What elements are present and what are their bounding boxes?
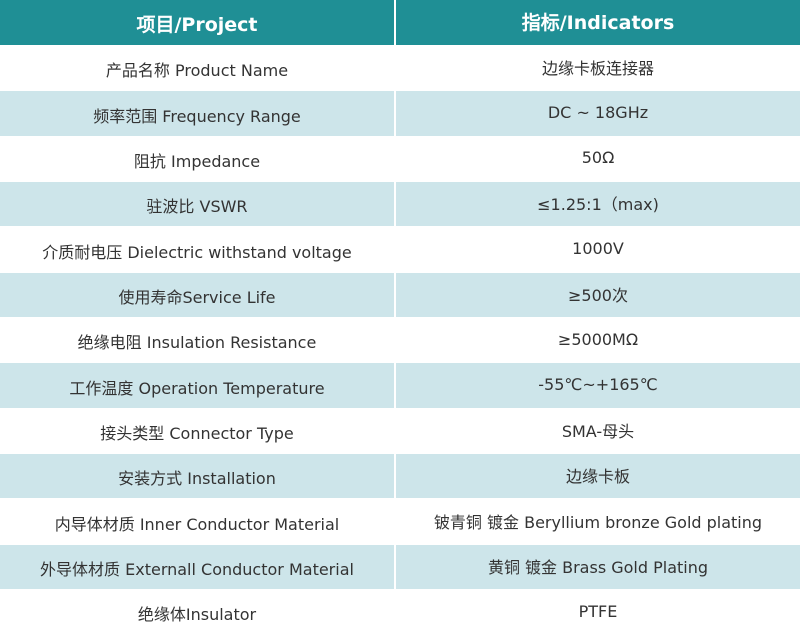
table-row: 驻波比 VSWR ≤1.25:1（max) [0, 181, 800, 227]
indicator-cell: 边缘卡板 [565, 467, 630, 487]
header-indicators: 指标/Indicators [521, 12, 675, 34]
indicator-cell: PTFE [578, 601, 618, 621]
table-row: 外导体材质 Externall Conductor Material 黄铜 镀金… [0, 543, 800, 590]
project-cell: 驻波比 VSWR [0, 182, 396, 227]
table-row: 产品名称 Product Name 边缘卡板连接器 [0, 45, 800, 91]
project-cell: 阻抗 Impedance [0, 136, 396, 182]
table-row: 绝缘电阻 Insulation Resistance ≥5000MΩ [0, 317, 800, 363]
header-project: 项目/Project [0, 0, 396, 45]
indicator-cell: 边缘卡板连接器 [541, 59, 654, 79]
project-cell: 工作温度 Operation Temperature [0, 363, 396, 408]
project-cell: 介质耐电压 Dielectric withstand voltage [0, 227, 396, 272]
table-row: 使用寿命Service Life ≥500次 [0, 271, 800, 318]
project-cell: 外导体材质 Externall Conductor Material [0, 544, 396, 590]
project-cell: 接头类型 Connector Type [0, 408, 396, 454]
indicator-cell: 铍青铜 镀金 Beryllium bronze Gold plating [433, 512, 763, 532]
indicator-cell: ≤1.25:1（max) [537, 195, 659, 215]
table-row: 介质耐电压 Dielectric withstand voltage 1000V [0, 226, 800, 272]
project-cell: 使用寿命Service Life [0, 272, 396, 318]
project-cell: 安装方式 Installation [0, 454, 396, 499]
table-header: 项目/Project 指标/Indicators [0, 0, 800, 45]
project-cell: 频率范围 Frequency Range [0, 91, 396, 136]
table-row: 工作温度 Operation Temperature -55℃~+165℃ [0, 362, 800, 408]
table-row: 内导体材质 Inner Conductor Material 铍青铜 镀金 Be… [0, 498, 800, 544]
project-cell: 绝缘体Insulator [0, 590, 396, 634]
project-cell: 内导体材质 Inner Conductor Material [0, 499, 396, 544]
indicator-cell: 1000V [572, 239, 624, 259]
indicator-cell: ≥500次 [568, 285, 628, 305]
indicator-cell: 50Ω [581, 148, 615, 168]
table-row: 频率范围 Frequency Range DC ~ 18GHz [0, 90, 800, 136]
indicator-cell: SMA-母头 [561, 421, 635, 441]
table-row: 绝缘体Insulator PTFE [0, 589, 800, 634]
indicator-cell: -55℃~+165℃ [538, 375, 658, 395]
indicator-cell: 黄铜 镀金 Brass Gold Plating [487, 557, 709, 577]
project-cell: 产品名称 Product Name [0, 46, 396, 91]
table-row: 安装方式 Installation 边缘卡板 [0, 453, 800, 499]
table-row: 接头类型 Connector Type SMA-母头 [0, 407, 800, 454]
indicator-cell: DC ~ 18GHz [547, 103, 649, 123]
table-row: 阻抗 Impedance 50Ω [0, 135, 800, 182]
project-cell: 绝缘电阻 Insulation Resistance [0, 318, 396, 363]
indicator-cell: ≥5000MΩ [557, 329, 639, 349]
